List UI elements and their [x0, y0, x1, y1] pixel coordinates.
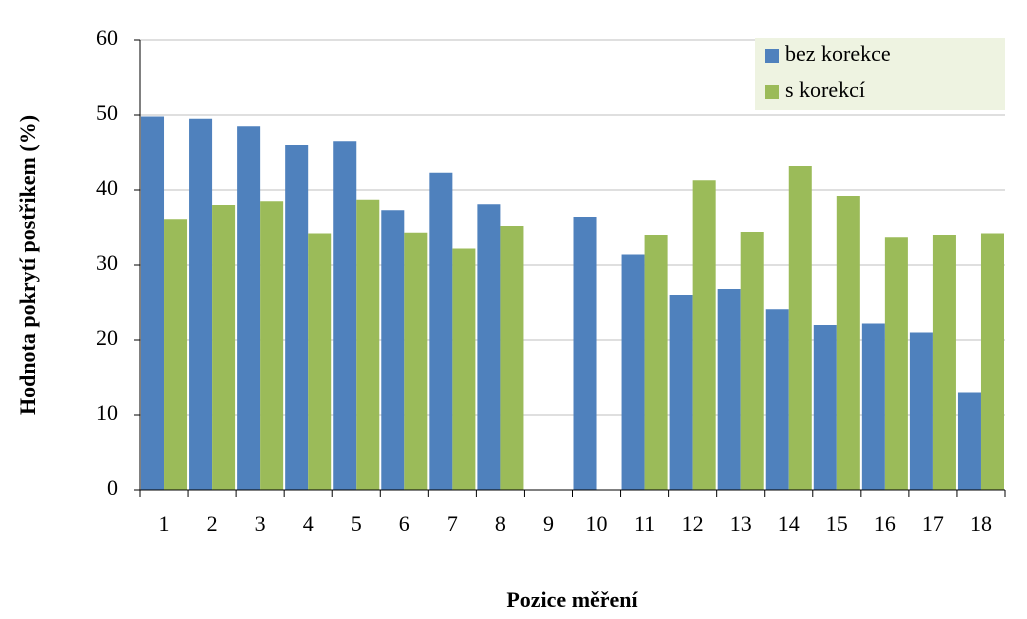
bar [212, 205, 236, 490]
bar [237, 126, 261, 490]
bar [836, 196, 860, 490]
bar [189, 118, 213, 490]
x-tick-label: 13 [730, 511, 752, 536]
y-tick-label: 10 [96, 400, 118, 425]
legend-box [755, 38, 1005, 110]
legend-label: bez korekce [785, 41, 891, 66]
x-tick-label: 14 [778, 511, 800, 536]
x-tick-label: 11 [634, 511, 655, 536]
x-tick-label: 3 [255, 511, 266, 536]
y-tick-label: 50 [96, 100, 118, 125]
y-axis-title: Hodnota pokrytí postřikem (%) [15, 115, 40, 415]
bar [500, 226, 524, 490]
bar [333, 141, 357, 490]
x-axis-title: Pozice měření [506, 587, 638, 612]
bar [452, 248, 476, 490]
bar [884, 237, 908, 490]
bar [980, 233, 1004, 490]
bar [717, 289, 741, 490]
x-tick-label: 16 [874, 511, 896, 536]
bar [740, 232, 764, 490]
bar [141, 116, 165, 490]
x-tick-label: 18 [970, 511, 992, 536]
x-tick-label: 4 [303, 511, 314, 536]
legend-label: s korekcí [785, 77, 865, 102]
x-tick-label: 2 [207, 511, 218, 536]
x-tick-label: 17 [922, 511, 944, 536]
bar [260, 201, 284, 490]
bar [429, 172, 453, 490]
bar [404, 232, 428, 490]
bar [788, 166, 812, 490]
bar [932, 235, 956, 490]
bar [909, 332, 933, 490]
bar [861, 323, 885, 490]
bar [813, 325, 837, 490]
bar [285, 145, 309, 490]
bar [573, 217, 597, 490]
y-tick-label: 60 [96, 25, 118, 50]
legend-swatch [765, 85, 779, 99]
y-tick-label: 20 [96, 325, 118, 350]
bar [308, 233, 332, 490]
x-tick-label: 8 [495, 511, 506, 536]
bar [957, 392, 981, 490]
x-tick-label: 15 [826, 511, 848, 536]
bar [644, 235, 668, 490]
bar [765, 309, 789, 490]
x-tick-label: 6 [399, 511, 410, 536]
bar [621, 254, 645, 490]
bar [164, 219, 188, 490]
x-tick-label: 9 [543, 511, 554, 536]
x-tick-label: 5 [351, 511, 362, 536]
y-tick-label: 0 [107, 475, 118, 500]
bar [381, 210, 405, 490]
bar [356, 199, 380, 490]
x-tick-label: 12 [682, 511, 704, 536]
x-tick-label: 1 [159, 511, 170, 536]
legend-swatch [765, 49, 779, 63]
y-tick-label: 40 [96, 175, 118, 200]
bar [669, 295, 693, 490]
bar [477, 204, 501, 490]
x-tick-label: 10 [586, 511, 608, 536]
y-tick-label: 30 [96, 250, 118, 275]
bar [692, 180, 716, 490]
x-tick-label: 7 [447, 511, 458, 536]
